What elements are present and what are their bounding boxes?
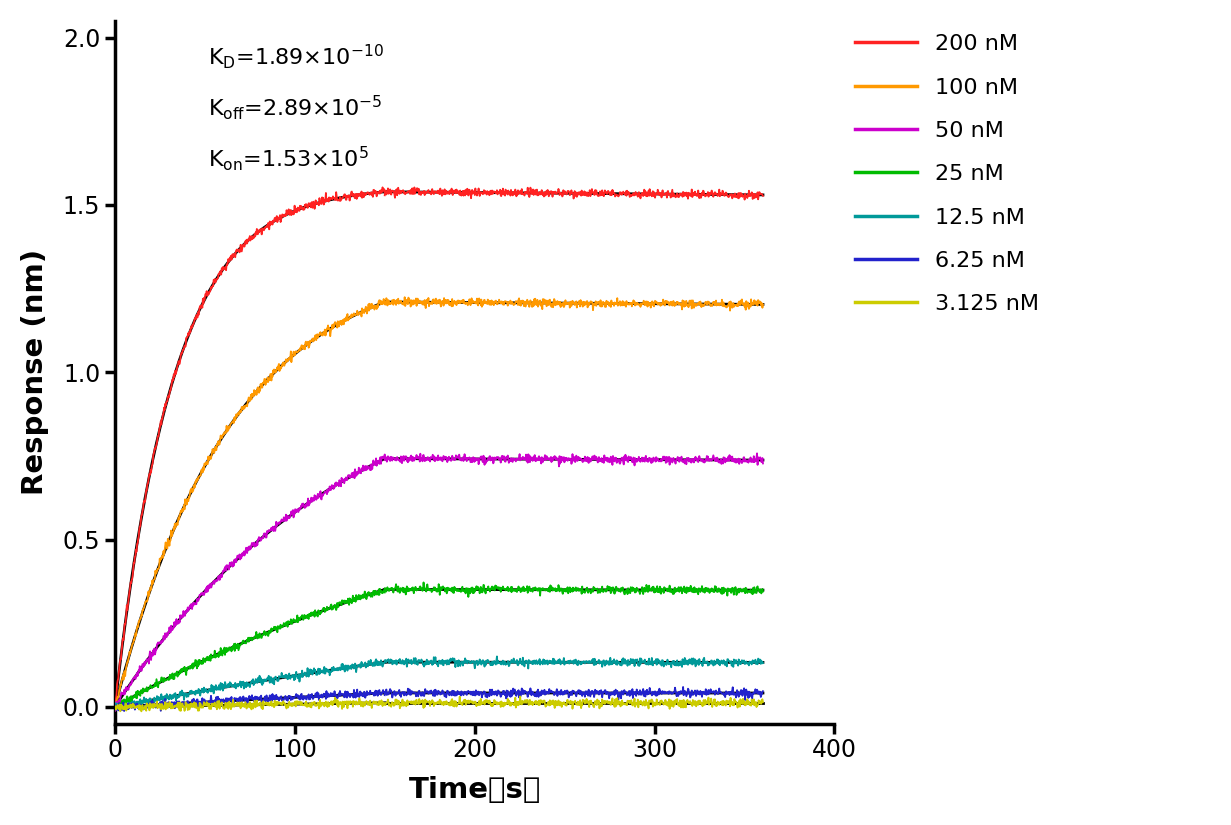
Y-axis label: Response (nm): Response (nm) xyxy=(21,249,49,495)
Text: $\mathregular{K_D}$=1.89×10$^{-10}$
$\mathregular{K_{off}}$=2.89×10$^{-5}$
$\mat: $\mathregular{K_D}$=1.89×10$^{-10}$ $\ma… xyxy=(208,42,384,173)
Legend: 200 nM, 100 nM, 50 nM, 25 nM, 12.5 nM, 6.25 nM, 3.125 nM: 200 nM, 100 nM, 50 nM, 25 nM, 12.5 nM, 6… xyxy=(846,26,1048,323)
X-axis label: Time（s）: Time（s） xyxy=(409,776,540,804)
